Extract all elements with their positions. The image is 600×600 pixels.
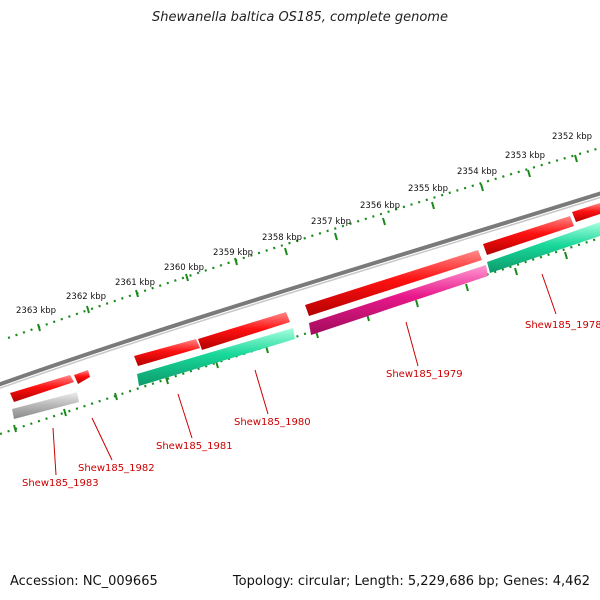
major-tick [334,232,338,241]
leader-line [177,393,193,439]
tick-label: 2353 kbp [505,151,545,161]
tick-label: 2362 kbp [66,292,106,302]
minor-tick [415,299,419,308]
leader-line [254,369,269,415]
gene-shew185-1981-arrow[interactable] [137,328,295,386]
gene-shew185-1978-arrow[interactable] [487,222,600,273]
major-tick [185,273,189,282]
map-title: Shewanella baltica OS185, complete genom… [152,10,448,25]
gene-label-shew185-1981[interactable]: Shew185_1981 [156,441,233,452]
inner-scale-ticks [13,251,568,433]
major-tick [431,201,435,210]
major-tick [382,217,386,226]
major-tick [86,305,90,314]
forward-strand-genes [10,203,600,402]
inner-scale-ring [0,236,600,436]
tick-label: 2360 kbp [164,263,204,273]
gene-label-shew185-1982[interactable]: Shew185_1982 [78,463,155,474]
outer-scale-ticks [37,154,578,332]
tick-label: 2361 kbp [115,278,155,288]
tick-label: 2363 kbp [16,306,56,316]
forward-gene-arrow[interactable] [198,312,290,350]
tick-label: 2358 kbp [262,233,302,243]
genome-backbone [0,191,600,387]
leader-line [52,427,57,476]
major-tick [37,323,41,332]
major-tick [480,183,484,192]
gene-label-shew185-1983[interactable]: Shew185_1983 [22,478,99,489]
minor-tick [13,424,17,433]
major-tick [234,257,238,266]
minor-tick [514,267,518,276]
forward-gene-arrow[interactable] [10,375,74,402]
label-leaders [52,273,557,476]
forward-gene-arrow[interactable] [134,339,200,366]
major-tick [284,247,288,256]
minor-tick [165,376,169,385]
tick-label: 2357 kbp [311,217,351,227]
minor-tick [114,392,118,401]
gene-label-shew185-1979[interactable]: Shew185_1979 [386,369,463,380]
minor-tick [465,283,469,292]
minor-tick [564,251,568,260]
tick-label: 2352 kbp [552,132,592,142]
major-tick [574,154,578,163]
gene-shew185-1983-arrow[interactable] [12,392,79,419]
genome-summary-text: Topology: circular; Length: 5,229,686 bp… [232,574,590,589]
leader-line [91,417,113,461]
accession-text: Accession: NC_009665 [10,574,158,589]
gene-label-shew185-1980[interactable]: Shew185_1980 [234,417,311,428]
forward-gene-arrow[interactable] [305,250,482,316]
minor-tick [63,408,67,417]
tick-label: 2356 kbp [360,201,400,211]
tick-label: 2354 kbp [457,167,497,177]
gene-shew185-1979-arrow[interactable] [309,265,488,335]
forward-gene-arrow[interactable] [483,216,574,255]
leader-line [541,273,557,315]
major-tick [527,169,531,178]
leader-line [405,321,419,367]
gene-label-shew185-1978[interactable]: Shew185_1978 [525,320,600,331]
forward-gene-arrow[interactable] [74,370,90,384]
reverse-strand-genes [12,222,600,419]
genome-backbone-shadow [0,196,600,390]
tick-label: 2355 kbp [408,184,448,194]
tick-label: 2359 kbp [213,248,253,258]
major-tick [135,289,139,298]
forward-gene-arrow[interactable] [572,203,600,222]
